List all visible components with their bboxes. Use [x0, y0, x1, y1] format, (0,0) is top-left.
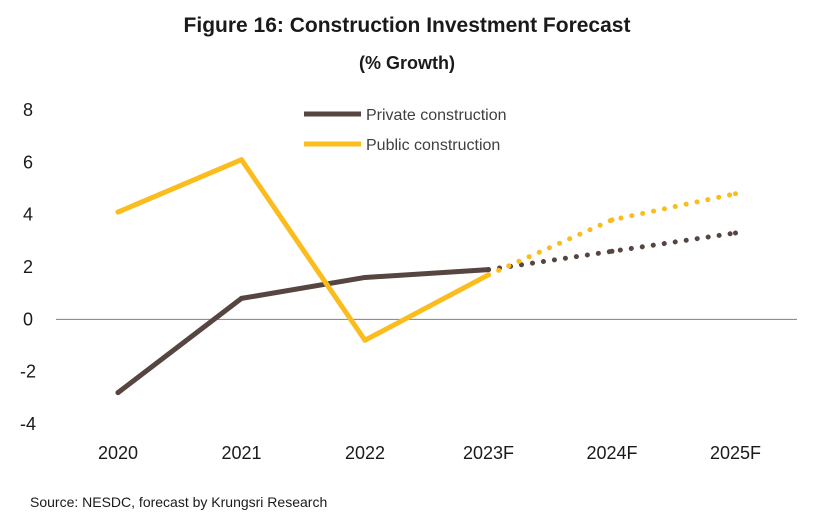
- legend-label: Public construction: [366, 137, 500, 154]
- public-construction-point: [239, 157, 244, 163]
- series-layer: [115, 157, 738, 396]
- y-axis: 8 6 4 2 0 -2 -4: [20, 100, 36, 434]
- x-tick-label: 2025F: [710, 443, 761, 463]
- x-tick-label: 2023F: [463, 443, 514, 463]
- x-axis: 2020 2021 2022 2023F 2024F 2025F: [56, 318, 797, 463]
- private-construction-point: [486, 267, 491, 273]
- public-construction-point: [733, 191, 738, 197]
- private-construction-point: [733, 230, 738, 236]
- private-construction-point: [362, 274, 368, 280]
- y-tick-label: 4: [23, 205, 33, 225]
- source-note: Source: NESDC, forecast by Krungsri Rese…: [30, 494, 328, 510]
- y-tick-label: 6: [23, 152, 33, 172]
- private-construction-point: [239, 295, 244, 301]
- y-tick-label: -4: [20, 414, 36, 434]
- chart-subtitle: (% Growth): [359, 53, 455, 73]
- public-construction-forecast-line: [486, 191, 738, 278]
- y-tick-label: -2: [20, 362, 36, 382]
- legend: Private construction Public construction: [304, 107, 507, 154]
- private-construction-point: [115, 390, 121, 396]
- x-tick-label: 2022: [345, 443, 385, 463]
- x-tick-label: 2021: [221, 443, 261, 463]
- legend-label: Private construction: [366, 107, 507, 124]
- x-tick-label: 2024F: [586, 443, 637, 463]
- public-construction-actual-line: [115, 157, 491, 343]
- private-construction-point: [609, 248, 615, 254]
- public-construction-point: [609, 217, 615, 223]
- public-construction-point: [362, 337, 368, 343]
- public-construction-point: [115, 209, 121, 215]
- private-construction-actual-line: [115, 267, 491, 396]
- y-tick-label: 2: [23, 257, 33, 277]
- chart-title: Figure 16: Construction Investment Forec…: [183, 14, 631, 37]
- y-tick-label: 8: [23, 100, 33, 120]
- y-tick-label: 0: [23, 309, 33, 329]
- x-tick-label: 2020: [98, 443, 138, 463]
- public-construction-point: [486, 272, 491, 278]
